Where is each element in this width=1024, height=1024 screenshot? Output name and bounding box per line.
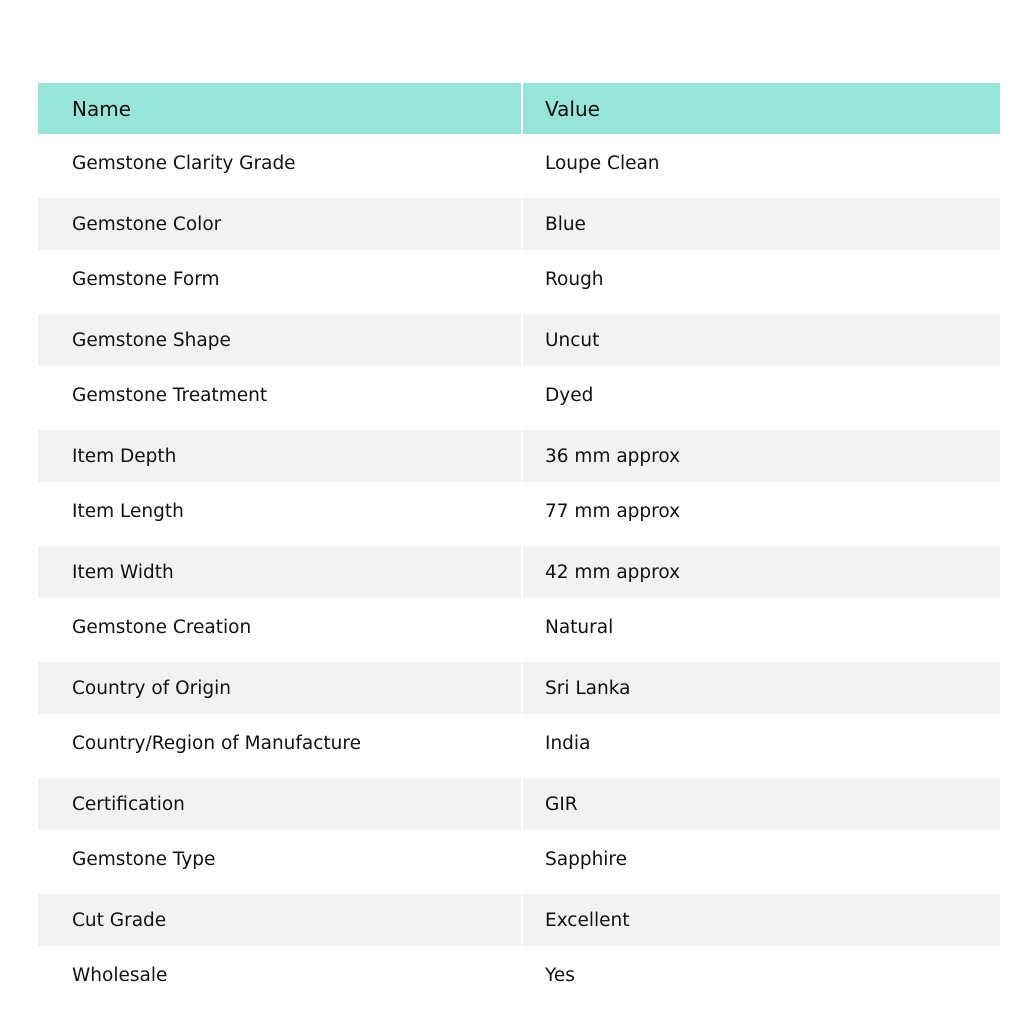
name-cell: Item Length <box>38 482 523 540</box>
table-row: Gemstone Type Sapphire <box>38 830 1000 888</box>
value-cell: Yes <box>545 964 575 986</box>
name-cell: Gemstone Color <box>38 192 523 250</box>
value-cell: Loupe Clean <box>545 152 660 174</box>
value-cell: 77 mm approx <box>545 500 681 522</box>
table-row: Gemstone Color Blue <box>38 192 1000 250</box>
table-row: Gemstone Treatment Dyed <box>38 366 1000 424</box>
value-cell: 36 mm approx <box>545 445 681 467</box>
name-cell: Cut Grade <box>38 888 523 946</box>
table-row: Gemstone Shape Uncut <box>38 308 1000 366</box>
name-cell: Wholesale <box>38 946 523 1004</box>
table-row: Certification GIR <box>38 772 1000 830</box>
table-row: Item Length 77 mm approx <box>38 482 1000 540</box>
header-name: Name <box>38 83 523 134</box>
name-cell: Gemstone Shape <box>38 308 523 366</box>
value-cell: Dyed <box>545 384 594 406</box>
name-cell: Gemstone Creation <box>38 598 523 656</box>
table-row: Gemstone Creation Natural <box>38 598 1000 656</box>
name-cell: Certification <box>38 772 523 830</box>
value-cell: Sapphire <box>545 848 628 870</box>
table-header: Name Value <box>38 83 1000 134</box>
table-row: Item Depth 36 mm approx <box>38 424 1000 482</box>
value-cell: Rough <box>545 268 604 290</box>
name-cell: Gemstone Form <box>38 250 523 308</box>
header-value: Value <box>545 96 600 121</box>
table-row: Country/Region of Manufacture India <box>38 714 1000 772</box>
value-cell: India <box>545 732 591 754</box>
name-cell: Gemstone Clarity Grade <box>38 134 523 192</box>
table-row: Gemstone Form Rough <box>38 250 1000 308</box>
name-cell: Item Width <box>38 540 523 598</box>
spec-table: Name Value Gemstone Clarity Grade Loupe C… <box>38 83 1000 1004</box>
name-cell: Country of Origin <box>38 656 523 714</box>
value-cell: Sri Lanka <box>545 677 631 699</box>
name-cell: Item Depth <box>38 424 523 482</box>
name-cell: Gemstone Treatment <box>38 366 523 424</box>
table-row: Cut Grade Excellent <box>38 888 1000 946</box>
value-cell: Natural <box>545 616 614 638</box>
value-cell: Excellent <box>545 909 630 931</box>
name-cell: Gemstone Type <box>38 830 523 888</box>
value-cell: 42 mm approx <box>545 561 681 583</box>
value-cell: Uncut <box>545 329 600 351</box>
value-cell: GIR <box>545 793 578 815</box>
name-cell: Country/Region of Manufacture <box>38 714 523 772</box>
table-row: Item Width 42 mm approx <box>38 540 1000 598</box>
table-row: Country of Origin Sri Lanka <box>38 656 1000 714</box>
value-cell: Blue <box>545 213 586 235</box>
table-row: Gemstone Clarity Grade Loupe Clean <box>38 134 1000 192</box>
table-row: Wholesale Yes <box>38 946 1000 1004</box>
